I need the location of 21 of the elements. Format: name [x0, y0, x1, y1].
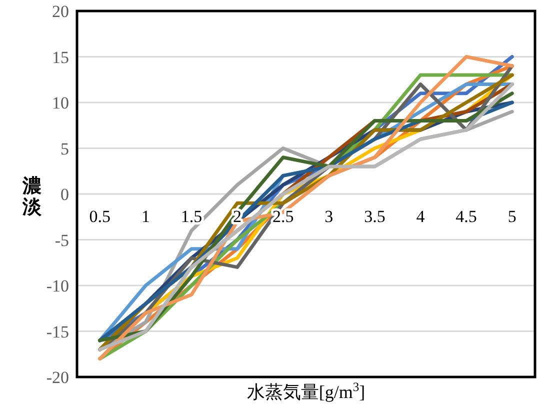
x-tick-label: 4	[416, 207, 426, 226]
x-tick-label: 1	[141, 207, 150, 226]
x-tick-label: 4.5	[456, 207, 477, 226]
y-tick-label: 0	[60, 185, 69, 204]
x-axis-title: 水蒸気量[g/m$^{3}$]	[246, 380, 366, 402]
y-tick-label: -15	[46, 322, 69, 342]
x-tick-label: 2.5	[272, 207, 294, 226]
y-tick-label: 10	[52, 94, 69, 112]
x-tick-label: 2	[233, 207, 242, 226]
y-tick-label: 15	[52, 48, 69, 67]
x-tick-label: 1.5	[180, 207, 202, 226]
y-tick-label: 20	[52, 2, 69, 21]
y-tick-label: 5	[60, 139, 69, 158]
y-tick-label: -10	[46, 276, 69, 296]
x-tick-label: 3	[324, 207, 334, 226]
y-axis-title: 濃淡	[22, 175, 42, 218]
y-tick-label: -5	[54, 230, 69, 250]
x-tick-label: 3.5	[364, 207, 386, 226]
y-tick-label: -20	[46, 368, 69, 387]
x-tick-label: 0.5	[89, 207, 111, 226]
x-tick-label: 5	[508, 207, 516, 226]
